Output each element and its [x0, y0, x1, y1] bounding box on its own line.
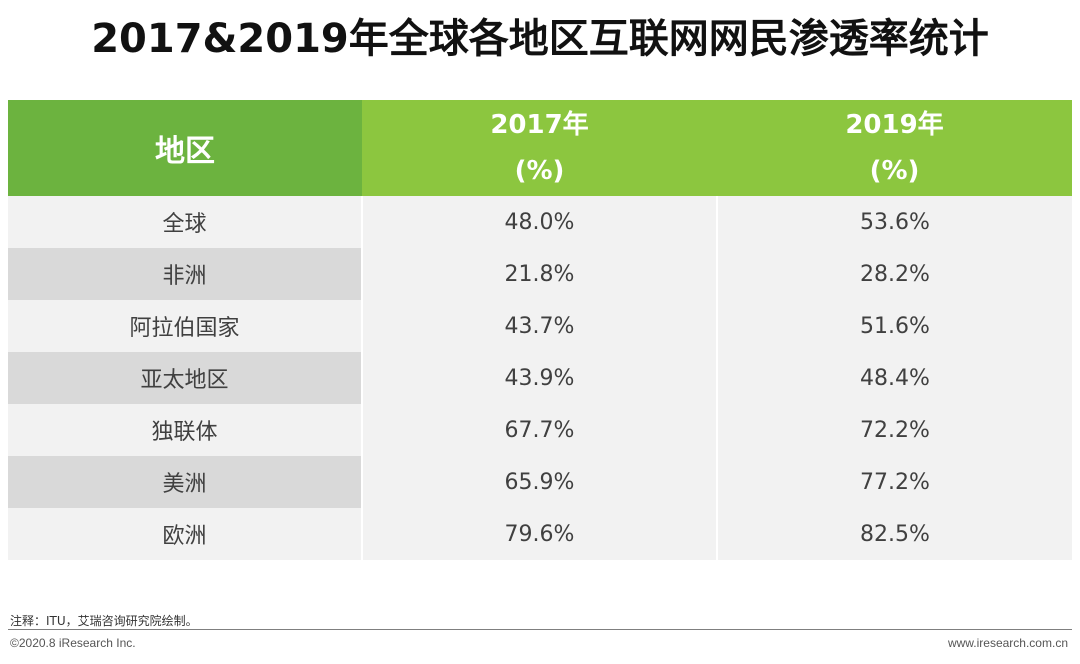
value-2017-cell: 43.7%	[361, 300, 717, 352]
value-2019-cell: 48.4%	[716, 352, 1072, 404]
website-link[interactable]: www.iresearch.com.cn	[947, 636, 1068, 650]
header-region: 地区	[8, 100, 362, 196]
header-2017-year: 2017年	[490, 110, 589, 140]
region-cell: 非洲	[8, 248, 362, 300]
header-2017: 2017年 (%)	[362, 100, 717, 196]
table-row: 阿拉伯国家 43.7% 51.6%	[8, 300, 1072, 352]
value-2017-cell: 21.8%	[361, 248, 717, 300]
value-2017-cell: 43.9%	[361, 352, 717, 404]
table-row: 独联体 67.7% 72.2%	[8, 404, 1072, 456]
table-row: 欧洲 79.6% 82.5%	[8, 508, 1072, 560]
copyright-text: ©2020.8 iResearch Inc.	[10, 636, 136, 650]
region-cell: 全球	[8, 196, 362, 248]
table-header-row: 地区 2017年 (%) 2019年 (%)	[8, 100, 1072, 196]
value-2017-cell: 65.9%	[361, 456, 717, 508]
table-row: 亚太地区 43.9% 48.4%	[8, 352, 1072, 404]
value-2019-cell: 77.2%	[716, 456, 1072, 508]
value-2019-cell: 82.5%	[716, 508, 1072, 560]
page-title: 2017&2019年全球各地区互联网网民渗透率统计	[91, 16, 989, 62]
footer-divider	[8, 629, 1072, 630]
value-2017-cell: 67.7%	[361, 404, 717, 456]
region-cell: 阿拉伯国家	[8, 300, 362, 352]
value-2017-cell: 79.6%	[361, 508, 717, 560]
region-cell: 独联体	[8, 404, 362, 456]
header-2017-unit: (%)	[514, 156, 565, 186]
penetration-table: 地区 2017年 (%) 2019年 (%) 全球 48.0% 53.6% 非洲…	[8, 100, 1072, 560]
header-2019-unit: (%)	[869, 156, 920, 186]
table-row: 美洲 65.9% 77.2%	[8, 456, 1072, 508]
value-2019-cell: 53.6%	[716, 196, 1072, 248]
table-row: 非洲 21.8% 28.2%	[8, 248, 1072, 300]
value-2017-cell: 48.0%	[361, 196, 717, 248]
table-row: 全球 48.0% 53.6%	[8, 196, 1072, 248]
header-2019: 2019年 (%)	[717, 100, 1072, 196]
region-cell: 亚太地区	[8, 352, 362, 404]
region-cell: 欧洲	[8, 508, 362, 560]
header-2019-year: 2019年	[845, 110, 944, 140]
region-cell: 美洲	[8, 456, 362, 508]
value-2019-cell: 28.2%	[716, 248, 1072, 300]
source-note: 注释：ITU，艾瑞咨询研究院绘制。	[10, 614, 198, 628]
value-2019-cell: 72.2%	[716, 404, 1072, 456]
value-2019-cell: 51.6%	[716, 300, 1072, 352]
